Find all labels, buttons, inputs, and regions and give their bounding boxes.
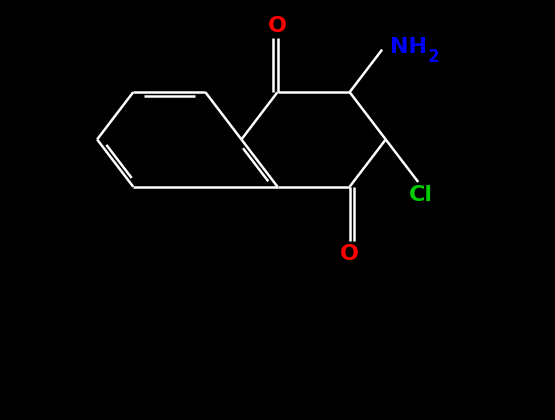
Text: O: O bbox=[268, 16, 287, 36]
Text: Cl: Cl bbox=[409, 185, 433, 205]
Text: 2: 2 bbox=[427, 48, 439, 66]
Text: O: O bbox=[340, 244, 359, 264]
Text: NH: NH bbox=[391, 37, 427, 58]
